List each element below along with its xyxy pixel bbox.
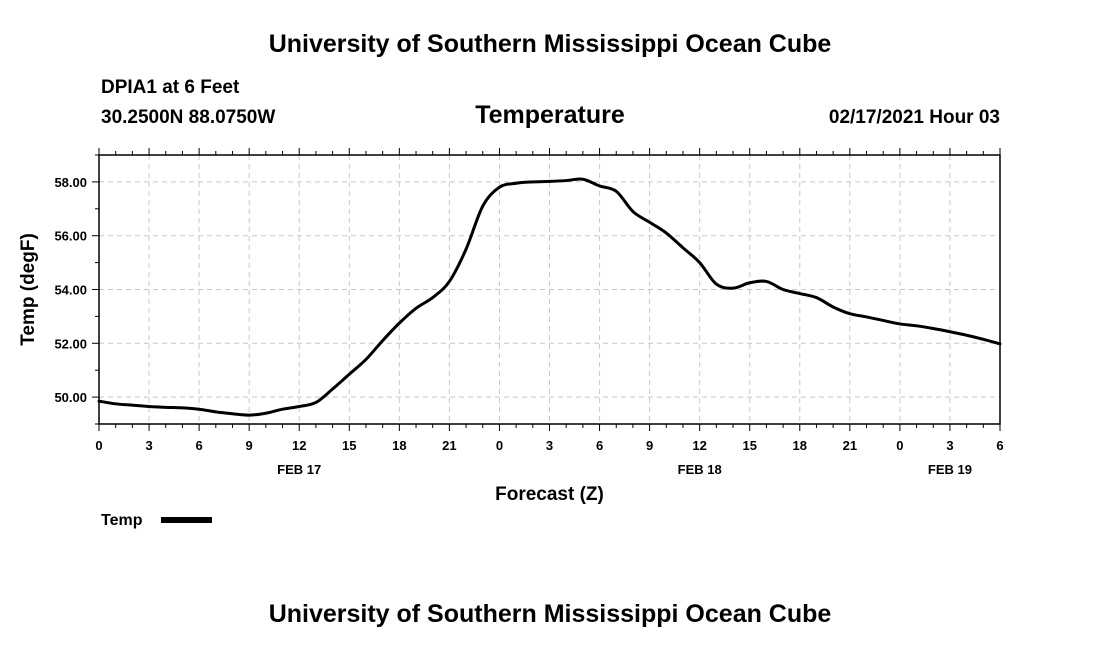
x-tick-label: 9 — [646, 438, 653, 453]
y-tick-label: 56.00 — [54, 229, 87, 244]
x-tick-label: 3 — [546, 438, 553, 453]
axes — [92, 148, 1001, 431]
series-line-temp — [97, 177, 1002, 417]
x-tick-label: 0 — [95, 438, 102, 453]
x-tick-label: 6 — [996, 438, 1003, 453]
y-tick-label: 58.00 — [54, 175, 87, 190]
x-tick-label: 15 — [742, 438, 756, 453]
x-tick-label: 18 — [793, 438, 807, 453]
y-axis-title: Temp (degF) — [18, 233, 39, 346]
station-label: DPIA1 at 6 Feet — [101, 77, 240, 98]
x-tick-label: 9 — [246, 438, 253, 453]
x-tick-label: 18 — [392, 438, 406, 453]
x-tick-label: 12 — [292, 438, 306, 453]
x-tick-label: 3 — [946, 438, 953, 453]
x-tick-label: 6 — [596, 438, 603, 453]
y-tick-label: 52.00 — [54, 336, 87, 351]
legend-label: Temp — [101, 512, 143, 529]
day-label: FEB 19 — [928, 462, 972, 477]
variable-title: Temperature — [475, 101, 625, 129]
x-tick-label: 15 — [342, 438, 356, 453]
x-tick-label: 21 — [843, 438, 857, 453]
x-tick-label: 0 — [896, 438, 903, 453]
grid-lines — [99, 155, 1000, 424]
footer-title: University of Southern Mississippi Ocean… — [268, 600, 832, 628]
day-label: FEB 17 — [277, 462, 321, 477]
y-tick-label: 54.00 — [54, 283, 87, 298]
day-label: FEB 18 — [678, 462, 722, 477]
y-tick-label: 50.00 — [54, 390, 87, 405]
page-title: University of Southern Mississippi Ocean… — [268, 30, 832, 58]
x-tick-label: 0 — [496, 438, 503, 453]
datetime-label: 02/17/2021 Hour 03 — [828, 107, 1000, 128]
x-tick-label: 6 — [195, 438, 202, 453]
series-layer — [97, 177, 1002, 417]
coordinates-label: 30.2500N 88.0750W — [101, 107, 276, 128]
legend: Temp — [101, 512, 212, 529]
x-tick-label: 12 — [692, 438, 706, 453]
x-tick-label: 21 — [442, 438, 456, 453]
axis-labels: 0 3 6 9 12 15 18 21 0 3 6 9 12 15 18 21 0 3 6 FEB 17 FEB 18 F… — [18, 175, 1004, 505]
x-axis-title: Forecast (Z) — [495, 484, 604, 505]
x-tick-label: 3 — [145, 438, 152, 453]
